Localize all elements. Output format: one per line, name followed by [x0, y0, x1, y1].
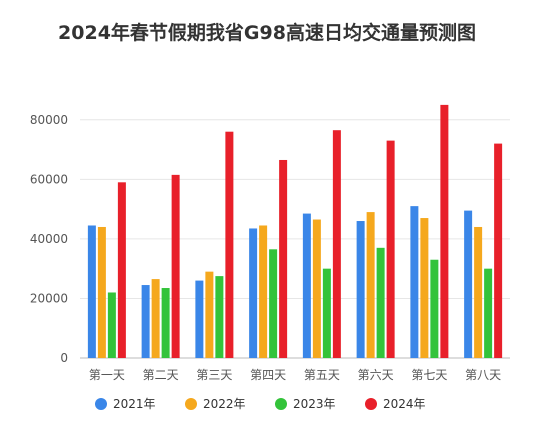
bar	[279, 159, 288, 358]
x-tick-label: 第四天	[250, 368, 286, 382]
bar	[269, 249, 278, 358]
y-tick-label: 80000	[30, 113, 68, 127]
bar	[205, 271, 214, 358]
y-tick-label: 40000	[30, 232, 68, 246]
bar	[366, 212, 375, 358]
y-tick-label: 0	[60, 351, 68, 365]
y-tick-label: 20000	[30, 291, 68, 305]
bar	[322, 268, 331, 358]
chart-title: 2024年春节假期我省G98高速日均交通量预测图	[58, 22, 476, 44]
legend-label: 2023年	[293, 397, 336, 411]
bar	[117, 182, 126, 358]
bar	[356, 221, 365, 358]
x-tick-label: 第七天	[411, 368, 447, 382]
bar	[87, 225, 96, 358]
bar	[376, 247, 385, 358]
y-tick-label: 60000	[30, 172, 68, 186]
x-tick-label: 第八天	[465, 368, 501, 382]
y-axis-ticks: 0 20000 40000 60000 80000	[30, 113, 68, 365]
bar	[484, 268, 493, 358]
bar	[161, 288, 170, 358]
bar	[464, 210, 473, 358]
bar	[171, 174, 180, 358]
bar	[215, 276, 224, 358]
bar	[494, 143, 503, 358]
legend-marker	[275, 398, 287, 410]
legend-label: 2024年	[383, 397, 426, 411]
x-tick-label: 第三天	[196, 368, 232, 382]
bars	[87, 104, 503, 358]
bar	[259, 225, 268, 358]
bar	[195, 280, 204, 358]
bar	[474, 226, 483, 358]
bar	[386, 140, 395, 358]
legend-marker	[365, 398, 377, 410]
legend-marker	[185, 398, 197, 410]
bar	[430, 259, 439, 358]
bar	[225, 131, 234, 358]
bar	[420, 218, 429, 358]
legend-marker	[95, 398, 107, 410]
x-axis-ticks: 第一天 第二天 第三天 第四天 第五天 第六天 第七天 第八天	[89, 368, 501, 382]
bar	[107, 292, 116, 358]
bar	[410, 206, 419, 358]
legend: 2021年 2022年 2023年 2024年	[95, 397, 426, 411]
x-tick-label: 第五天	[304, 368, 340, 382]
bar	[302, 213, 311, 358]
bar	[249, 228, 258, 358]
bar	[141, 285, 150, 358]
bar	[97, 226, 106, 358]
bar	[332, 130, 341, 358]
x-tick-label: 第六天	[358, 368, 394, 382]
bar	[151, 279, 160, 358]
legend-label: 2021年	[113, 397, 156, 411]
legend-label: 2022年	[203, 397, 246, 411]
bar	[440, 104, 449, 358]
bar	[312, 219, 321, 358]
x-tick-label: 第一天	[89, 368, 125, 382]
x-tick-label: 第二天	[143, 368, 179, 382]
